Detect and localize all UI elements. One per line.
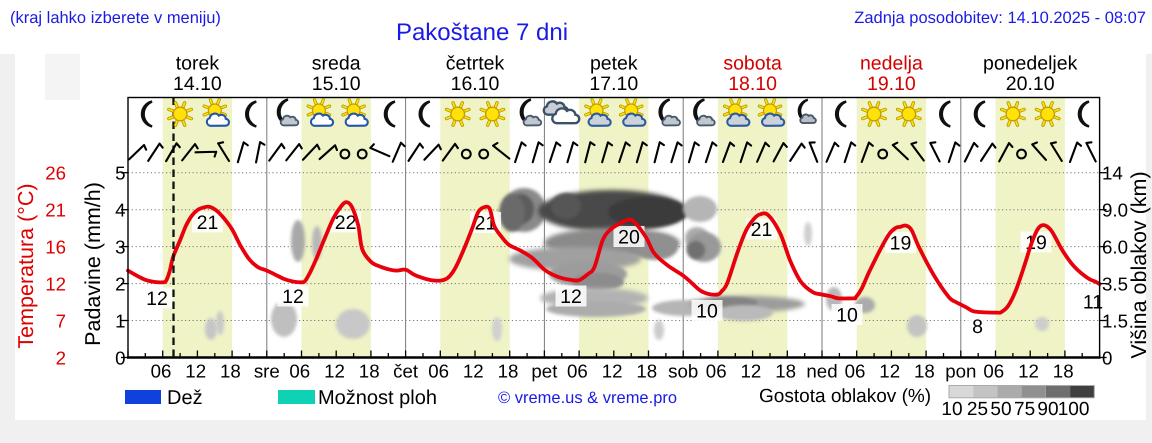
svg-text:11: 11: [1083, 292, 1103, 314]
svg-text:Možnost ploh: Možnost ploh: [318, 387, 437, 409]
svg-text:25: 25: [967, 399, 988, 420]
svg-text:6.0: 6.0: [1102, 236, 1128, 257]
svg-text:18: 18: [220, 361, 241, 382]
svg-text:0: 0: [1102, 347, 1112, 368]
svg-text:9.0: 9.0: [1102, 200, 1128, 221]
svg-text:19: 19: [890, 233, 912, 255]
svg-text:12: 12: [146, 288, 168, 310]
svg-text:06: 06: [706, 361, 727, 382]
svg-text:3: 3: [115, 236, 125, 257]
svg-text:12: 12: [879, 361, 900, 382]
svg-text:Pakoštane 7 dni: Pakoštane 7 dni: [396, 19, 568, 46]
svg-text:06: 06: [428, 361, 449, 382]
svg-text:7: 7: [56, 310, 66, 331]
svg-text:18: 18: [775, 361, 796, 382]
svg-text:sobota: sobota: [723, 53, 782, 75]
svg-text:75: 75: [1014, 399, 1035, 420]
svg-text:18: 18: [498, 361, 519, 382]
svg-text:10: 10: [941, 399, 962, 420]
svg-text:nedelja: nedelja: [860, 53, 923, 75]
svg-text:sre: sre: [254, 361, 280, 382]
svg-text:16: 16: [45, 236, 66, 257]
svg-text:90: 90: [1037, 399, 1058, 420]
svg-text:21: 21: [197, 212, 219, 234]
svg-text:12: 12: [560, 286, 582, 308]
svg-text:21: 21: [45, 200, 66, 221]
svg-text:100: 100: [1058, 399, 1090, 420]
svg-text:20.10: 20.10: [1006, 73, 1055, 95]
svg-text:3.5: 3.5: [1102, 273, 1128, 294]
svg-text:0: 0: [115, 347, 125, 368]
svg-text:15.10: 15.10: [312, 73, 361, 95]
svg-text:06: 06: [151, 361, 172, 382]
svg-text:5: 5: [115, 163, 125, 184]
svg-text:12: 12: [45, 273, 66, 294]
svg-text:2: 2: [56, 347, 66, 368]
svg-text:Temperatura (°C): Temperatura (°C): [14, 183, 38, 348]
svg-text:© vreme.us & vreme.pro: © vreme.us & vreme.pro: [498, 389, 677, 407]
svg-text:1: 1: [115, 310, 125, 331]
svg-text:18: 18: [1053, 361, 1074, 382]
svg-text:8: 8: [972, 316, 983, 338]
svg-text:10: 10: [836, 305, 858, 327]
svg-text:14.10: 14.10: [173, 73, 222, 95]
svg-text:18: 18: [914, 361, 935, 382]
svg-text:20: 20: [618, 227, 640, 249]
svg-text:06: 06: [289, 361, 310, 382]
svg-text:50: 50: [990, 399, 1011, 420]
svg-text:12: 12: [463, 361, 484, 382]
svg-text:12: 12: [185, 361, 206, 382]
svg-text:10: 10: [696, 301, 718, 323]
svg-text:19.10: 19.10: [867, 73, 916, 95]
svg-text:(kraj lahko izberete v meniju): (kraj lahko izberete v meniju): [10, 9, 221, 27]
svg-text:18: 18: [359, 361, 380, 382]
svg-text:06: 06: [845, 361, 866, 382]
svg-text:Gostota oblakov (%): Gostota oblakov (%): [759, 386, 931, 407]
svg-text:12: 12: [1018, 361, 1039, 382]
svg-text:1.5: 1.5: [1102, 310, 1128, 331]
svg-text:čet: čet: [393, 361, 419, 382]
svg-text:06: 06: [983, 361, 1004, 382]
svg-text:18.10: 18.10: [728, 73, 777, 95]
svg-text:petek: petek: [590, 53, 638, 75]
svg-text:21: 21: [751, 219, 773, 241]
svg-text:torek: torek: [176, 53, 220, 75]
svg-text:sreda: sreda: [312, 53, 361, 75]
svg-text:18: 18: [636, 361, 657, 382]
svg-text:16.10: 16.10: [451, 73, 500, 95]
svg-text:22: 22: [335, 212, 357, 234]
svg-text:14: 14: [1102, 163, 1123, 184]
svg-text:12: 12: [602, 361, 623, 382]
svg-text:12: 12: [741, 361, 762, 382]
svg-text:Padavine (mm/h): Padavine (mm/h): [81, 182, 105, 346]
svg-text:12: 12: [282, 286, 304, 308]
svg-text:pet: pet: [531, 361, 558, 382]
svg-text:4: 4: [115, 200, 125, 221]
svg-text:pon: pon: [945, 361, 976, 382]
svg-text:Višina oblakov (km): Višina oblakov (km): [1127, 171, 1151, 358]
svg-text:06: 06: [567, 361, 588, 382]
svg-text:četrtek: četrtek: [446, 53, 505, 75]
svg-text:ponedeljek: ponedeljek: [983, 53, 1078, 75]
svg-text:26: 26: [45, 163, 66, 184]
svg-text:sob: sob: [668, 361, 698, 382]
svg-text:Zadnja posodobitev: 14.10.2025: Zadnja posodobitev: 14.10.2025 - 08:07: [854, 9, 1146, 27]
svg-text:12: 12: [324, 361, 345, 382]
svg-text:17.10: 17.10: [589, 73, 638, 95]
svg-text:Dež: Dež: [167, 387, 203, 409]
svg-text:ned: ned: [806, 361, 837, 382]
svg-text:2: 2: [115, 273, 125, 294]
